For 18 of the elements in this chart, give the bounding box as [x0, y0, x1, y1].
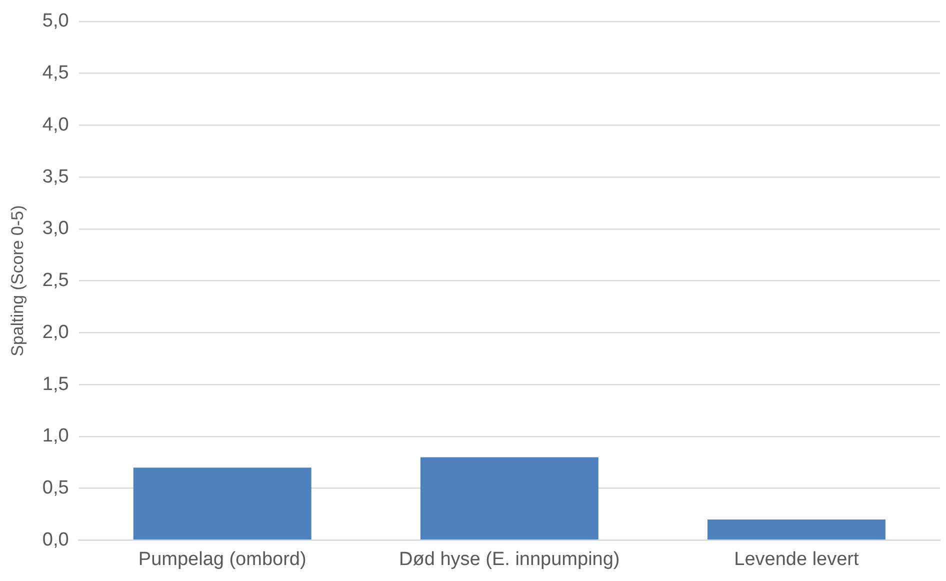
y-tick-label: 4,0 [42, 114, 69, 136]
x-tick-label: Levende levert [734, 548, 860, 570]
y-tick-label: 0,0 [42, 529, 69, 550]
bar [707, 519, 886, 540]
x-tick-label: Pumpelag (ombord) [138, 548, 306, 570]
bar [133, 468, 312, 540]
x-tick-label: Død hyse (E. innpumping) [399, 548, 620, 570]
bar [420, 457, 598, 540]
y-tick-label: 2,5 [42, 270, 69, 292]
y-tick-label: 0,5 [42, 478, 69, 499]
y-tick-label: 2,0 [42, 322, 69, 343]
y-tick-label: 3,5 [42, 166, 69, 188]
y-tick-label: 1,5 [42, 374, 69, 395]
y-tick-label: 5,0 [42, 10, 69, 32]
y-tick-label: 3,0 [42, 218, 69, 240]
y-axis-title: Spalting (Score 0-5) [8, 205, 27, 356]
y-tick-label: 4,5 [42, 62, 69, 84]
y-tick-label: 1,0 [42, 426, 69, 447]
